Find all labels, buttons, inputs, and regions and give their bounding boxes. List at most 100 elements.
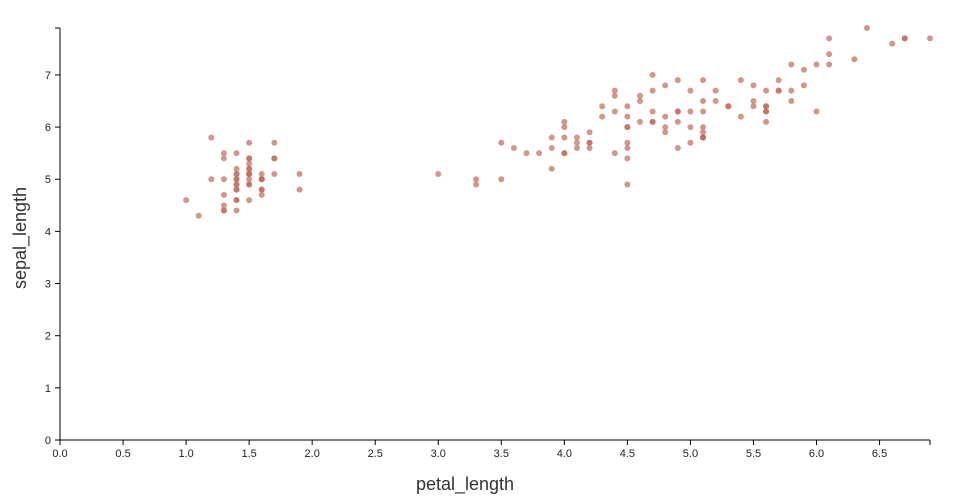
data-point [712,98,719,105]
data-point [220,191,227,198]
data-point [561,118,568,125]
data-point [548,134,555,141]
data-point [687,108,694,115]
data-point [750,82,757,89]
data-point [220,150,227,157]
data-point [246,171,253,178]
data-point [611,92,618,99]
data-point [624,139,631,146]
data-point [624,124,631,131]
data-point [548,144,555,151]
data-point [208,176,215,183]
y-tick-label: 1 [45,383,51,395]
data-point [901,35,908,42]
y-tick-label: 5 [45,174,51,186]
data-point [826,61,833,68]
data-point [246,155,253,162]
data-point [271,155,278,162]
data-point [208,134,215,141]
data-point [296,186,303,193]
data-point [674,144,681,151]
data-point [674,118,681,125]
data-point [662,129,669,136]
data-point [700,129,707,136]
data-point [863,25,870,31]
data-point [573,144,580,151]
data-point [788,61,795,68]
x-tick-label: 6.5 [872,448,887,460]
data-point [775,87,782,94]
data-point [233,150,240,157]
data-point [220,176,227,183]
data-point [788,87,795,94]
data-point [586,139,593,146]
data-point [649,71,656,78]
data-point [700,134,707,141]
x-tick-label: 0.0 [52,448,67,460]
y-tick-label: 3 [45,279,51,291]
data-point [674,108,681,115]
data-point [662,113,669,120]
data-point [233,181,240,188]
x-tick-label: 3.0 [431,448,446,460]
data-point [763,118,770,125]
x-tick-label: 3.5 [494,448,509,460]
data-point [763,103,770,110]
data-point [700,124,707,131]
y-tick-label: 7 [45,70,51,82]
y-tick-label: 6 [45,122,51,134]
data-point [233,197,240,204]
data-point [246,176,253,183]
x-tick-label: 0.5 [115,448,130,460]
data-point [712,87,719,94]
data-point [750,103,757,110]
data-point [763,87,770,94]
y-tick-label: 4 [45,226,51,238]
x-tick-label: 2.0 [305,448,320,460]
data-point [233,186,240,193]
data-point [246,139,253,146]
data-point [246,197,253,204]
data-point [700,77,707,84]
data-point [624,103,631,110]
data-point [473,181,480,188]
plot-area: 0.0 0.5 1.0 1.5 2.0 2.5 3.0 3.5 4.0 4.5 5.0 5.5 6.0 6… [45,25,933,460]
data-point [220,207,227,214]
data-point [561,150,568,157]
data-point [561,134,568,141]
data-point [220,155,227,162]
data-point [258,191,265,198]
y-axis-title: sepal_length [10,187,31,289]
data-point [624,144,631,151]
x-axis-ticks: 0.0 0.5 1.0 1.5 2.0 2.5 3.0 3.5 4.0 4.5 5.0 5.5 6.0 6… [52,440,931,460]
x-tick-label: 1.5 [241,448,256,460]
data-point [637,118,643,125]
data-point [561,124,568,131]
y-tick-label: 0 [45,435,51,447]
x-axis-title: petal_length [416,474,514,495]
y-axis-ticks: 0 1 2 3 4 5 6 7 [45,27,60,447]
data-point [586,144,593,151]
data-point [258,176,265,183]
data-point [826,35,833,42]
data-point [624,181,631,188]
data-point [700,98,707,105]
data-point [586,129,593,136]
data-point [649,108,656,115]
data-point [725,103,732,110]
data-point [750,98,757,105]
data-point [662,124,669,131]
data-point [687,124,694,131]
data-point [700,108,707,115]
data-point [611,108,618,115]
data-point [233,171,240,178]
x-tick-label: 5.5 [746,448,761,460]
data-point [246,165,253,172]
data-point [800,66,807,73]
data-point [498,139,505,146]
data-point [573,134,580,141]
data-point [775,77,782,84]
data-point [536,150,543,157]
data-point [473,176,480,183]
